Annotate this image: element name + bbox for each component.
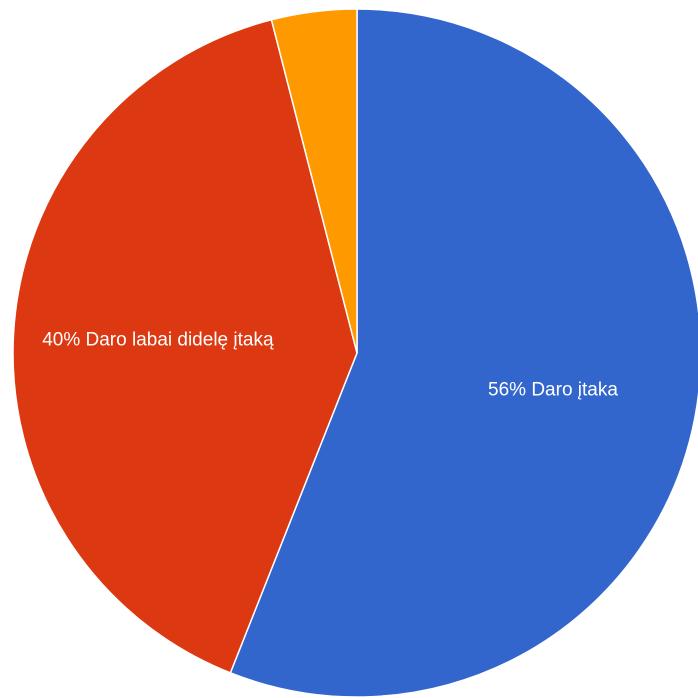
pie-slice-0 [229, 8, 698, 698]
pie-slice-2 [270, 8, 358, 354]
pie-labels: 56% Daro įtaka 40% Daro labai didelę įtak… [42, 329, 618, 400]
pie-slice-1 [12, 18, 358, 674]
pie-slice-label-0: 56% Daro įtaka [488, 379, 618, 400]
pie-slice-label-1: 40% Daro labai didelę įtaką [42, 329, 274, 350]
pie-slices [12, 8, 698, 698]
